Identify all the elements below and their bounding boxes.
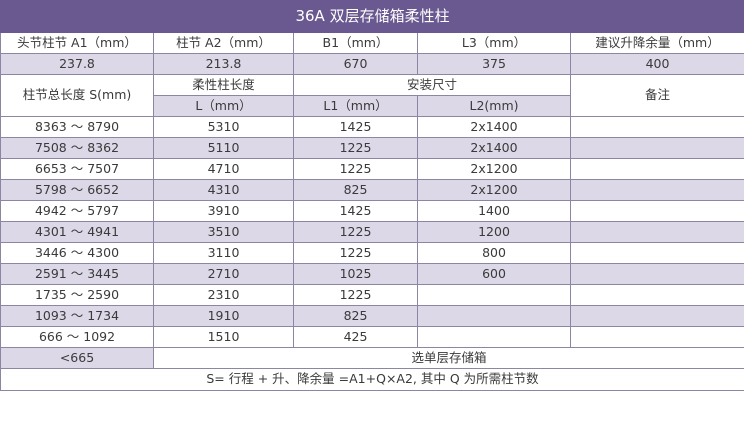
cell-l2: 2x1200 bbox=[417, 179, 571, 201]
table-row: 3446 ～ 4300 3110 1225 800 bbox=[0, 242, 744, 264]
cell-l1: 1225 bbox=[293, 284, 418, 306]
table-row: 4301 ～ 4941 3510 1225 1200 bbox=[0, 221, 744, 243]
header-l: L（mm） bbox=[153, 95, 294, 117]
cell-l1: 1225 bbox=[293, 242, 418, 264]
cell-l2: 800 bbox=[417, 242, 571, 264]
spec-table: 36A 双层存储箱柔性柱 头节柱节 A1（mm） 柱节 A2（mm） B1（mm… bbox=[0, 0, 744, 391]
header-install-size: 安装尺寸 bbox=[293, 74, 571, 96]
header-a2: 柱节 A2（mm） bbox=[153, 32, 294, 54]
row-note: 选单层存储箱 bbox=[152, 347, 744, 369]
cell-l1: 1025 bbox=[293, 263, 418, 285]
header-l2: L2(mm) bbox=[417, 95, 571, 117]
cell-l1: 825 bbox=[293, 179, 418, 201]
cell-l2 bbox=[417, 284, 571, 306]
cell-remark bbox=[569, 179, 744, 201]
cell-total-length: 1735 ～ 2590 bbox=[0, 284, 154, 306]
value-lift-margin: 400 bbox=[569, 53, 744, 75]
cell-flex-length: 5310 bbox=[153, 116, 294, 138]
cell-total-length: 4942 ～ 5797 bbox=[0, 200, 154, 222]
cell-remark bbox=[569, 326, 744, 348]
table-row: 5798 ～ 6652 4310 825 2x1200 bbox=[0, 179, 744, 201]
cell-l2 bbox=[417, 326, 571, 348]
cell-l2: 2x1400 bbox=[417, 137, 571, 159]
row-s-min: <665 bbox=[0, 347, 154, 369]
cell-remark bbox=[569, 116, 744, 138]
table-row: 666 ～ 1092 1510 425 bbox=[0, 326, 744, 348]
table-row: 2591 ～ 3445 2710 1025 600 bbox=[0, 263, 744, 285]
cell-flex-length: 1910 bbox=[153, 305, 294, 327]
cell-flex-length: 3110 bbox=[153, 242, 294, 264]
cell-l2: 2x1400 bbox=[417, 116, 571, 138]
cell-flex-length: 3910 bbox=[153, 200, 294, 222]
table-row: 6653 ～ 7507 4710 1225 2x1200 bbox=[0, 158, 744, 180]
cell-flex-length: 2710 bbox=[153, 263, 294, 285]
header-lift-margin: 建议升降余量（mm） bbox=[569, 32, 744, 54]
header-l3: L3（mm） bbox=[417, 32, 571, 54]
cell-l2 bbox=[417, 305, 571, 327]
value-a1: 237.8 bbox=[0, 53, 154, 75]
cell-l2: 1200 bbox=[417, 221, 571, 243]
cell-l2: 2x1200 bbox=[417, 158, 571, 180]
cell-total-length: 4301 ～ 4941 bbox=[0, 221, 154, 243]
cell-total-length: 8363 ～ 8790 bbox=[0, 116, 154, 138]
table-row: 1093 ～ 1734 1910 825 bbox=[0, 305, 744, 327]
header-remark: 备注 bbox=[569, 74, 744, 117]
cell-total-length: 6653 ～ 7507 bbox=[0, 158, 154, 180]
cell-remark bbox=[569, 242, 744, 264]
header-flex-length: 柔性柱长度 bbox=[153, 74, 294, 96]
cell-remark bbox=[569, 221, 744, 243]
cell-l2: 1400 bbox=[417, 200, 571, 222]
table-row: 4942 ～ 5797 3910 1425 1400 bbox=[0, 200, 744, 222]
header-b1: B1（mm） bbox=[293, 32, 418, 54]
cell-flex-length: 3510 bbox=[153, 221, 294, 243]
cell-l1: 1425 bbox=[293, 200, 418, 222]
cell-flex-length: 4310 bbox=[153, 179, 294, 201]
value-l3: 375 bbox=[417, 53, 571, 75]
cell-total-length: 1093 ～ 1734 bbox=[0, 305, 154, 327]
cell-flex-length: 2310 bbox=[153, 284, 294, 306]
cell-total-length: 3446 ～ 4300 bbox=[0, 242, 154, 264]
value-b1: 670 bbox=[293, 53, 418, 75]
cell-l1: 1425 bbox=[293, 116, 418, 138]
cell-flex-length: 4710 bbox=[153, 158, 294, 180]
header-total-length: 柱节总长度 S(mm) bbox=[0, 74, 154, 117]
header-a1: 头节柱节 A1（mm） bbox=[0, 32, 154, 54]
cell-l1: 1225 bbox=[293, 158, 418, 180]
cell-total-length: 7508 ～ 8362 bbox=[0, 137, 154, 159]
cell-flex-length: 1510 bbox=[153, 326, 294, 348]
table-row: 7508 ～ 8362 5110 1225 2x1400 bbox=[0, 137, 744, 159]
cell-remark bbox=[569, 158, 744, 180]
cell-total-length: 2591 ～ 3445 bbox=[0, 263, 154, 285]
cell-remark bbox=[569, 305, 744, 327]
table-row: 1735 ～ 2590 2310 1225 bbox=[0, 284, 744, 306]
cell-l1: 1225 bbox=[293, 137, 418, 159]
value-a2: 213.8 bbox=[153, 53, 294, 75]
header-l1: L1（mm） bbox=[293, 95, 418, 117]
cell-total-length: 666 ～ 1092 bbox=[0, 326, 154, 348]
cell-total-length: 5798 ～ 6652 bbox=[0, 179, 154, 201]
formula-footer: S= 行程 + 升、降余量 =A1+Q×A2, 其中 Q 为所需柱节数 bbox=[0, 368, 744, 391]
cell-l1: 825 bbox=[293, 305, 418, 327]
cell-remark bbox=[569, 263, 744, 285]
cell-remark bbox=[569, 200, 744, 222]
cell-l1: 1225 bbox=[293, 221, 418, 243]
table-title: 36A 双层存储箱柔性柱 bbox=[0, 0, 744, 33]
table-row: 8363 ～ 8790 5310 1425 2x1400 bbox=[0, 116, 744, 138]
cell-remark bbox=[569, 284, 744, 306]
cell-flex-length: 5110 bbox=[153, 137, 294, 159]
cell-l2: 600 bbox=[417, 263, 571, 285]
cell-remark bbox=[569, 137, 744, 159]
cell-l1: 425 bbox=[293, 326, 418, 348]
